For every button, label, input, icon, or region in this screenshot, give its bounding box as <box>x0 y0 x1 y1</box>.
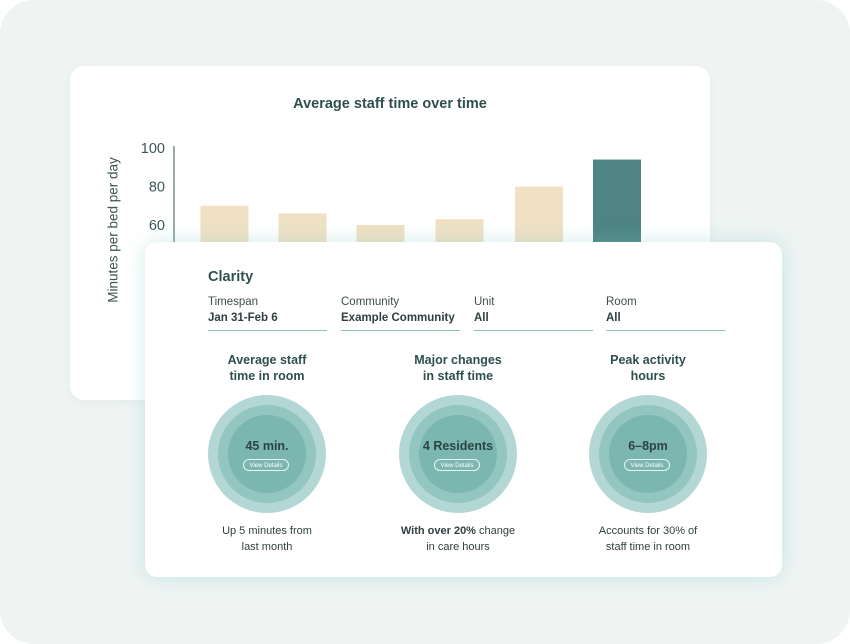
metric-title-line: Major changes <box>414 353 502 367</box>
filter-value: Jan 31-Feb 6 <box>208 312 278 324</box>
filter-value: All <box>606 312 621 324</box>
metric-caption-emphasis: With over 20% <box>400 525 476 537</box>
metric-title-line: time in room <box>229 369 305 383</box>
y-ticks: 60 80 100 <box>141 141 165 234</box>
filter-label: Timespan <box>208 296 259 308</box>
metric-caption-line: last month <box>241 540 293 553</box>
metric-caption-line: in care hours <box>426 540 490 553</box>
metric-caption: Accounts for 30% of staff time in room <box>548 524 748 555</box>
metric-title-line: Average staff <box>227 353 307 367</box>
metric-value: 6–8pm <box>628 439 668 453</box>
metric-title-line: Peak activity <box>610 353 686 367</box>
filter-label: Room <box>606 296 637 308</box>
metric-value: 4 Residents <box>422 439 494 453</box>
filter-unit[interactable]: Unit All <box>474 296 593 331</box>
panel-title: Clarity <box>208 269 254 285</box>
view-details-button[interactable]: View Details <box>243 459 289 471</box>
metric-ring-inner <box>609 415 687 493</box>
metric-value: 45 min. <box>245 439 289 453</box>
metric-caption-line: staff time in room <box>605 540 691 553</box>
view-details-button[interactable]: View Details <box>434 459 480 471</box>
y-tick-label: 100 <box>141 141 165 157</box>
filter-value: All <box>474 312 489 324</box>
filter-value: Example Community <box>341 312 455 324</box>
metric-caption-text: change <box>475 525 516 537</box>
chart-title: Average staff time over time <box>293 96 487 112</box>
filter-community[interactable]: Community Example Community <box>341 296 460 331</box>
filter-timespan[interactable]: Timespan Jan 31-Feb 6 <box>208 296 327 331</box>
metric-ring-inner <box>419 415 497 493</box>
filter-room[interactable]: Room All <box>606 296 725 331</box>
metric-caption-line: Accounts for 30% of <box>598 525 698 537</box>
metric-caption: With over 20% change in care hours <box>358 524 558 555</box>
view-details-button[interactable]: View Details <box>624 459 670 471</box>
clarity-panel: Clarity Timespan Jan 31-Feb 6 Community … <box>145 242 782 577</box>
metric-title-line: in staff time <box>422 369 494 383</box>
metric-title: Peak activity hours <box>548 352 748 384</box>
filter-label: Community <box>341 296 400 308</box>
y-tick-label: 60 <box>149 218 165 234</box>
metric-title-line: hours <box>630 369 666 383</box>
y-tick-label: 80 <box>149 180 165 196</box>
filter-label: Unit <box>474 296 495 308</box>
metric-caption: Up 5 minutes from last month <box>167 524 367 555</box>
metric-title: Average staff time in room <box>167 352 367 384</box>
metric-ring-inner <box>228 415 306 493</box>
metric-caption-line: With over 20% change <box>358 524 558 540</box>
metric-title: Major changes in staff time <box>358 352 558 384</box>
metric-caption-line: Up 5 minutes from <box>222 525 312 537</box>
